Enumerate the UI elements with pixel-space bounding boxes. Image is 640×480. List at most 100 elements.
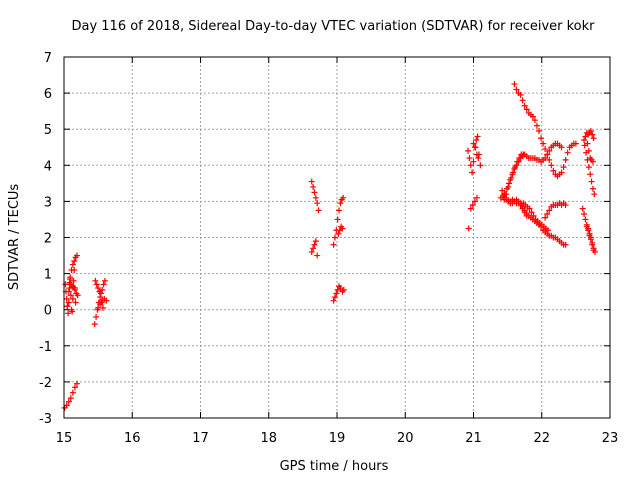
data-point — [589, 158, 596, 165]
data-point — [93, 313, 100, 320]
data-point — [65, 398, 72, 405]
data-point — [585, 227, 592, 234]
data-point — [474, 133, 481, 140]
data-point — [517, 91, 524, 98]
data-point — [65, 310, 72, 317]
data-point — [308, 248, 315, 255]
data-point — [103, 297, 110, 304]
data-point — [69, 308, 76, 315]
data-point — [475, 155, 482, 162]
data-point — [308, 178, 315, 185]
y-tick-label: 0 — [44, 304, 52, 319]
data-point — [531, 117, 538, 124]
data-point — [63, 402, 70, 409]
data-point — [558, 144, 565, 151]
data-point — [70, 277, 77, 284]
data-point — [589, 241, 596, 248]
data-point — [562, 156, 569, 163]
data-point — [546, 207, 553, 214]
x-tick-label: 23 — [602, 431, 619, 446]
y-tick-label: 2 — [44, 232, 52, 247]
data-point — [314, 252, 321, 259]
x-tick-label: 16 — [124, 431, 141, 446]
data-point — [526, 205, 533, 212]
data-point — [590, 135, 597, 142]
data-point — [528, 209, 535, 216]
data-point — [521, 102, 528, 109]
data-point — [470, 158, 477, 165]
data-point — [501, 191, 508, 198]
data-point — [331, 294, 338, 301]
x-tick-label: 21 — [465, 431, 482, 446]
data-point — [590, 247, 597, 254]
data-point — [471, 198, 478, 205]
data-point — [65, 299, 72, 306]
data-point — [511, 81, 518, 88]
x-tick-label: 18 — [260, 431, 277, 446]
data-point — [310, 245, 317, 252]
data-point — [540, 140, 547, 147]
data-point — [340, 194, 347, 201]
data-point — [583, 223, 590, 230]
data-point — [572, 140, 579, 147]
data-point — [520, 151, 527, 158]
data-point — [330, 241, 337, 248]
data-series — [61, 81, 598, 411]
data-point — [74, 292, 81, 299]
data-point — [68, 266, 75, 273]
data-point — [530, 212, 537, 219]
data-point — [589, 131, 596, 138]
data-point — [548, 162, 555, 169]
plot-area-border — [63, 56, 611, 419]
data-point — [587, 128, 594, 135]
y-tick-label: 1 — [44, 268, 52, 283]
data-point — [71, 257, 78, 264]
data-point — [472, 144, 479, 151]
data-point — [579, 205, 586, 212]
data-point — [564, 149, 571, 156]
data-point — [73, 252, 80, 259]
data-point — [95, 304, 102, 311]
data-point — [516, 155, 523, 162]
data-point — [538, 135, 545, 142]
data-point — [101, 277, 108, 284]
x-tick-label: 17 — [192, 431, 209, 446]
data-point — [339, 225, 346, 232]
data-point — [510, 169, 517, 176]
data-point — [334, 216, 341, 223]
data-point — [91, 321, 98, 328]
data-point — [560, 164, 567, 171]
data-point — [542, 155, 549, 162]
data-point — [467, 162, 474, 169]
data-point — [477, 162, 484, 169]
data-point — [311, 189, 318, 196]
data-point — [544, 227, 551, 234]
data-point — [310, 183, 317, 190]
data-point — [97, 290, 104, 297]
x-tick-label: 15 — [56, 431, 73, 446]
data-point — [469, 202, 476, 209]
data-point — [591, 191, 598, 198]
x-tick-labels: 15 16 17 18 19 20 21 22 23 — [56, 431, 619, 446]
data-point — [550, 167, 557, 174]
data-point — [99, 286, 106, 293]
data-point — [503, 185, 510, 192]
y-axis-label: SDTVAR / TECUs — [7, 184, 22, 291]
data-point — [581, 137, 588, 144]
data-point — [71, 384, 78, 391]
data-point — [95, 285, 102, 292]
data-point — [93, 281, 100, 288]
data-point — [588, 178, 595, 185]
data-point — [73, 380, 80, 387]
data-point — [465, 225, 472, 232]
data-point — [546, 156, 553, 163]
data-point — [533, 122, 540, 129]
data-point — [333, 290, 340, 297]
data-point — [330, 297, 337, 304]
data-point — [67, 276, 74, 283]
data-point — [314, 200, 321, 207]
data-point — [473, 137, 480, 144]
data-point — [587, 171, 594, 178]
y-tick-label: 7 — [44, 51, 52, 66]
data-point — [514, 158, 521, 165]
